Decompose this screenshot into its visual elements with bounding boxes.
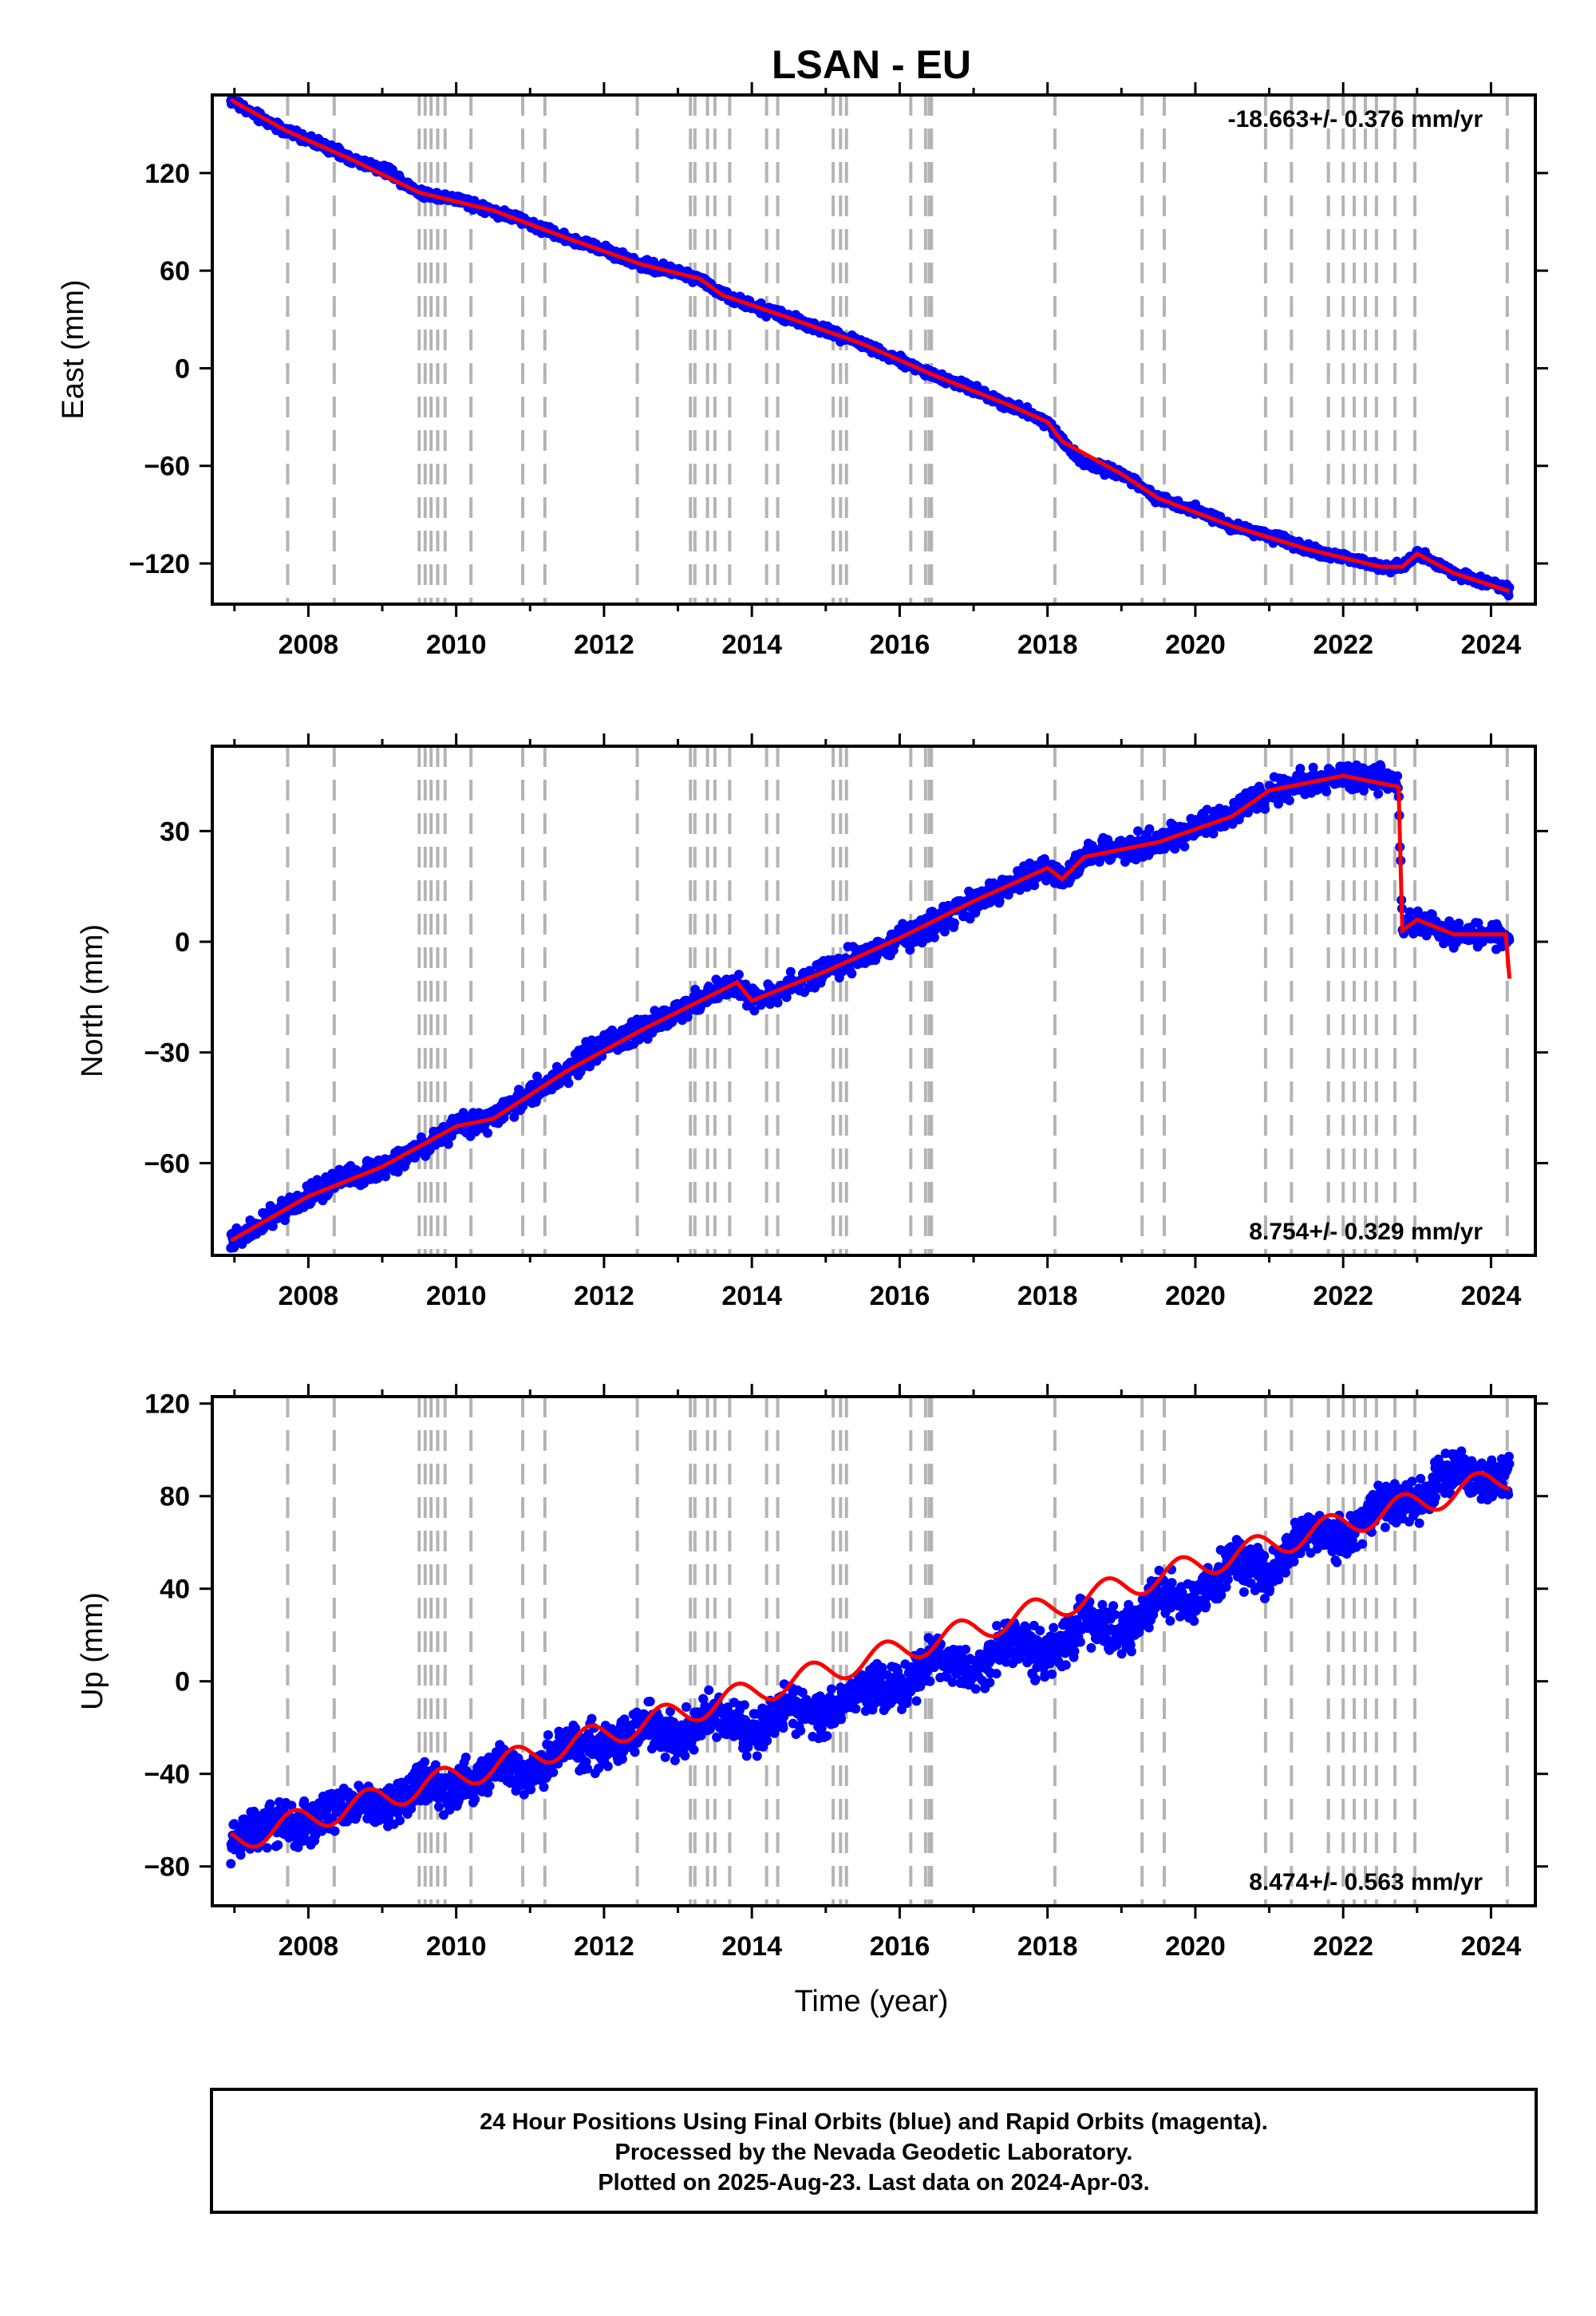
east-y-tick-label: −120	[128, 549, 190, 579]
up-data-point	[543, 1730, 553, 1740]
east-x-tick-label: 2014	[721, 630, 782, 660]
north-data-point	[1393, 771, 1403, 781]
east-x-tick-label: 2012	[574, 630, 634, 660]
north-x-tick-label: 2018	[1017, 1281, 1078, 1311]
north-data-point	[1179, 841, 1190, 852]
east-x-tick-label: 2018	[1017, 630, 1078, 660]
up-data-point	[434, 1801, 444, 1812]
north-x-tick-label: 2008	[279, 1281, 339, 1311]
north-x-tick-label: 2020	[1165, 1281, 1226, 1311]
north-data-point	[785, 966, 796, 977]
north-data-point	[1454, 918, 1464, 928]
east-x-tick-label: 2016	[870, 630, 930, 660]
north-data-point	[994, 896, 1005, 907]
north-data-point	[781, 992, 792, 1002]
east-x-tick-label: 2010	[426, 630, 487, 660]
north-data-point	[1295, 764, 1306, 773]
north-data-point	[733, 970, 744, 980]
north-x-tick-label: 2016	[870, 1281, 930, 1311]
east-y-axis-label: East (mm)	[57, 279, 90, 419]
up-data-point	[519, 1789, 529, 1800]
north-data-point	[927, 907, 938, 917]
north-data-point	[949, 918, 959, 928]
up-data-point	[420, 1757, 430, 1767]
north-x-tick-label: 2010	[426, 1281, 487, 1311]
up-data-point	[395, 1816, 405, 1826]
north-data-point	[1321, 786, 1332, 796]
north-data-point	[1274, 799, 1283, 809]
north-data-point	[772, 998, 783, 1008]
up-data-point	[262, 1843, 272, 1853]
east-y-tick-label: 0	[175, 354, 190, 384]
north-frame	[211, 745, 1537, 1257]
north-data-point	[749, 1006, 760, 1016]
north-x-tick-label: 2022	[1313, 1281, 1373, 1311]
up-data-point	[587, 1713, 597, 1724]
north-y-axis-label: North (mm)	[76, 924, 109, 1077]
north-x-tick-label: 2014	[721, 1281, 782, 1311]
up-data-point	[539, 1782, 549, 1792]
north-data-point	[905, 945, 915, 955]
up-data-point	[583, 1764, 593, 1774]
east-model-line	[229, 97, 1511, 594]
up-data-point	[470, 1794, 480, 1804]
east-y-tick-label: −60	[144, 452, 190, 482]
east-x-tick-label: 2008	[279, 630, 339, 660]
up-data-point	[406, 1804, 417, 1814]
north-data-point	[1373, 788, 1384, 799]
east-data-point	[1503, 591, 1514, 601]
north-data-point	[1208, 828, 1219, 839]
north-model-line	[229, 773, 1512, 1243]
north-y-tick-label: 0	[175, 927, 190, 958]
up-data-point	[484, 1780, 495, 1791]
north-data-point	[1133, 826, 1143, 836]
north-rate-annotation: 8.754+/- 0.329 mm/yr	[1249, 1219, 1483, 1245]
north-data-point	[509, 1112, 519, 1122]
up-data-point	[526, 1784, 536, 1795]
east-rate-annotation: -18.663+/- 0.376 mm/yr	[1228, 106, 1483, 132]
up-data-point	[226, 1859, 236, 1869]
north-data-point	[1404, 907, 1415, 917]
east-x-tick-label: 2024	[1461, 630, 1522, 660]
up-data-point	[273, 1840, 283, 1850]
north-data-point	[267, 1221, 278, 1231]
north-data-point	[929, 932, 939, 943]
north-data-point	[1473, 918, 1483, 928]
north-data-point	[483, 1128, 493, 1138]
chart-title: LSAN - EU	[772, 42, 971, 87]
east-y-tick-label: 120	[144, 159, 190, 189]
east-x-tick-label: 2020	[1165, 630, 1226, 660]
north-y-tick-label: 30	[160, 816, 190, 847]
north-x-tick-label: 2024	[1461, 1281, 1522, 1311]
east-y-tick-label: 60	[160, 256, 190, 287]
north-y-tick-label: −30	[144, 1038, 190, 1069]
north-panel: 2008 2010 2012 2014 2016 2018 2020 2022 2024 30 0 −…	[76, 733, 1548, 1311]
east-x-tick-label: 2022	[1313, 630, 1373, 660]
north-data-point	[443, 1139, 453, 1149]
north-data-point	[1144, 824, 1155, 834]
up-data-point	[265, 1799, 275, 1809]
north-data-point	[847, 969, 857, 978]
east-panel: 2008 2010 2012 2014 2016 2018 2020 2022 2024 120 6…	[57, 82, 1548, 660]
up-data-points	[226, 1446, 1515, 1869]
north-y-tick-label: −60	[144, 1148, 190, 1179]
up-data-point	[330, 1826, 340, 1836]
north-plot-area	[226, 746, 1515, 1255]
north-data-point	[1284, 796, 1294, 805]
up-data-point	[430, 1760, 440, 1770]
north-data-point	[1358, 785, 1369, 796]
east-frame	[211, 93, 1537, 606]
up-data-point	[286, 1800, 297, 1811]
up-data-point	[548, 1767, 559, 1777]
north-x-tick-label: 2012	[574, 1281, 634, 1311]
up-panel: 2008 2010 2012 2014 2016 2018 2020 2022 20241208…	[76, 1384, 1548, 1962]
north-data-point	[1260, 804, 1270, 814]
up-plot-area	[226, 1397, 1515, 1906]
east-plot-area	[226, 95, 1515, 604]
up-data-point	[460, 1753, 471, 1762]
north-data-point	[563, 1078, 574, 1089]
up-data-point	[571, 1723, 581, 1733]
up-data-point	[293, 1842, 303, 1852]
